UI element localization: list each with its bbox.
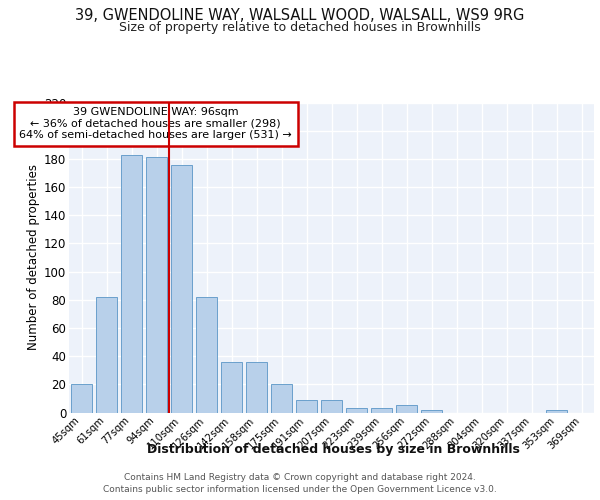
- Text: Distribution of detached houses by size in Brownhills: Distribution of detached houses by size …: [146, 442, 520, 456]
- Text: Size of property relative to detached houses in Brownhills: Size of property relative to detached ho…: [119, 21, 481, 34]
- Bar: [96, 297, 117, 412]
- Y-axis label: Number of detached properties: Number of detached properties: [26, 164, 40, 350]
- Bar: [146, 158, 167, 412]
- Bar: [371, 408, 392, 412]
- Bar: [271, 384, 292, 412]
- Bar: [71, 384, 92, 412]
- Bar: [246, 362, 267, 412]
- Bar: [121, 154, 142, 412]
- Bar: [321, 400, 342, 412]
- Bar: [396, 406, 417, 412]
- Text: Contains public sector information licensed under the Open Government Licence v3: Contains public sector information licen…: [103, 485, 497, 494]
- Bar: [546, 410, 567, 412]
- Bar: [171, 164, 192, 412]
- Text: 39, GWENDOLINE WAY, WALSALL WOOD, WALSALL, WS9 9RG: 39, GWENDOLINE WAY, WALSALL WOOD, WALSAL…: [76, 8, 524, 22]
- Text: 39 GWENDOLINE WAY: 96sqm
← 36% of detached houses are smaller (298)
64% of semi-: 39 GWENDOLINE WAY: 96sqm ← 36% of detach…: [19, 107, 292, 140]
- Bar: [421, 410, 442, 412]
- Bar: [296, 400, 317, 412]
- Bar: [221, 362, 242, 412]
- Bar: [196, 297, 217, 412]
- Bar: [346, 408, 367, 412]
- Text: Contains HM Land Registry data © Crown copyright and database right 2024.: Contains HM Land Registry data © Crown c…: [124, 472, 476, 482]
